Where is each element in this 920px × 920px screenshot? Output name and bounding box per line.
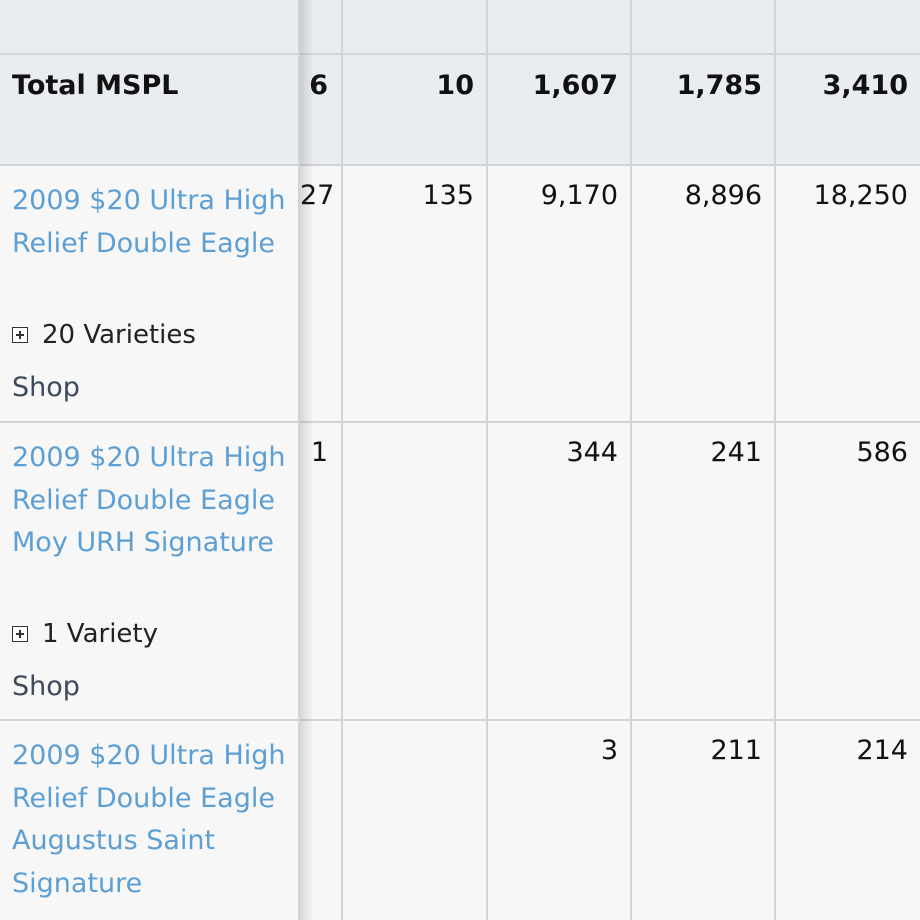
value: 344 xyxy=(566,437,618,468)
coin-name-link[interactable]: 2009 $20 Ultra High Relief Double Eagle … xyxy=(12,442,286,558)
varieties-toggle[interactable]: 1 Variety xyxy=(12,619,158,649)
total-label: Total MSPL xyxy=(12,70,179,101)
coin-name-link[interactable]: 2009 $20 Ultra High Relief Double Eagle xyxy=(12,185,286,259)
total-value-cell: 3,410 xyxy=(776,55,920,164)
value: 241 xyxy=(710,437,762,468)
value: 8,896 xyxy=(684,180,762,211)
varieties-toggle[interactable]: 20 Varieties xyxy=(12,320,196,350)
plus-square-icon xyxy=(12,327,28,343)
header-cell xyxy=(0,0,300,53)
header-cell xyxy=(632,0,776,53)
total-value-cell: 10 xyxy=(343,55,488,164)
value: 586 xyxy=(856,437,908,468)
value-cell xyxy=(300,721,343,920)
total-row: Total MSPL 6 10 1,607 1,785 3,410 xyxy=(0,55,920,166)
coin-cell: 2009 $20 Ultra High Relief Double Eagle … xyxy=(0,423,300,719)
value-cell xyxy=(343,423,488,719)
value: 1 xyxy=(310,437,328,468)
value-cell: 27 xyxy=(300,166,343,421)
coin-cell: 2009 $20 Ultra High Relief Double Eagle … xyxy=(0,721,300,920)
sticky-column-divider xyxy=(298,0,300,920)
value-cell: 8,896 xyxy=(632,166,776,421)
header-cell xyxy=(300,0,343,53)
value: 135 xyxy=(422,180,474,211)
table-row: 2009 $20 Ultra High Relief Double Eagle … xyxy=(0,423,920,721)
total-value: 10 xyxy=(436,70,474,101)
value: 214 xyxy=(856,735,908,766)
header-row-partial xyxy=(0,0,920,55)
value-cell: 18,250 xyxy=(776,166,920,421)
total-value-cell: 6 xyxy=(300,55,343,164)
total-label-cell: Total MSPL xyxy=(0,55,300,164)
value-cell: 586 xyxy=(776,423,920,719)
total-value: 1,785 xyxy=(676,70,762,101)
total-value-cell: 1,785 xyxy=(632,55,776,164)
total-value-cell: 1,607 xyxy=(488,55,632,164)
total-value: 6 xyxy=(309,70,328,101)
varieties-label: 1 Variety xyxy=(42,619,158,649)
coin-name-link[interactable]: 2009 $20 Ultra High Relief Double Eagle … xyxy=(12,740,286,899)
value-cell: 1 xyxy=(300,423,343,719)
coin-cell: 2009 $20 Ultra High Relief Double Eagle … xyxy=(0,166,300,421)
shop-link[interactable]: Shop xyxy=(12,372,80,403)
value: 9,170 xyxy=(540,180,618,211)
table-row: 2009 $20 Ultra High Relief Double Eagle … xyxy=(0,166,920,423)
value-cell: 344 xyxy=(488,423,632,719)
value-cell: 3 xyxy=(488,721,632,920)
value-cell: 241 xyxy=(632,423,776,719)
total-value: 3,410 xyxy=(822,70,908,101)
varieties-label: 20 Varieties xyxy=(42,320,196,350)
shop-link[interactable]: Shop xyxy=(12,671,80,702)
value-cell: 135 xyxy=(343,166,488,421)
value: 18,250 xyxy=(813,180,908,211)
value: 211 xyxy=(710,735,762,766)
value: 3 xyxy=(600,735,618,766)
value-cell xyxy=(343,721,488,920)
header-cell xyxy=(488,0,632,53)
plus-square-icon xyxy=(12,626,28,642)
header-cell xyxy=(776,0,920,53)
value-cell: 211 xyxy=(632,721,776,920)
value-cell: 9,170 xyxy=(488,166,632,421)
value: 27 xyxy=(300,180,335,211)
total-value: 1,607 xyxy=(532,70,618,101)
table-row: 2009 $20 Ultra High Relief Double Eagle … xyxy=(0,721,920,920)
value-cell: 214 xyxy=(776,721,920,920)
header-cell xyxy=(343,0,488,53)
